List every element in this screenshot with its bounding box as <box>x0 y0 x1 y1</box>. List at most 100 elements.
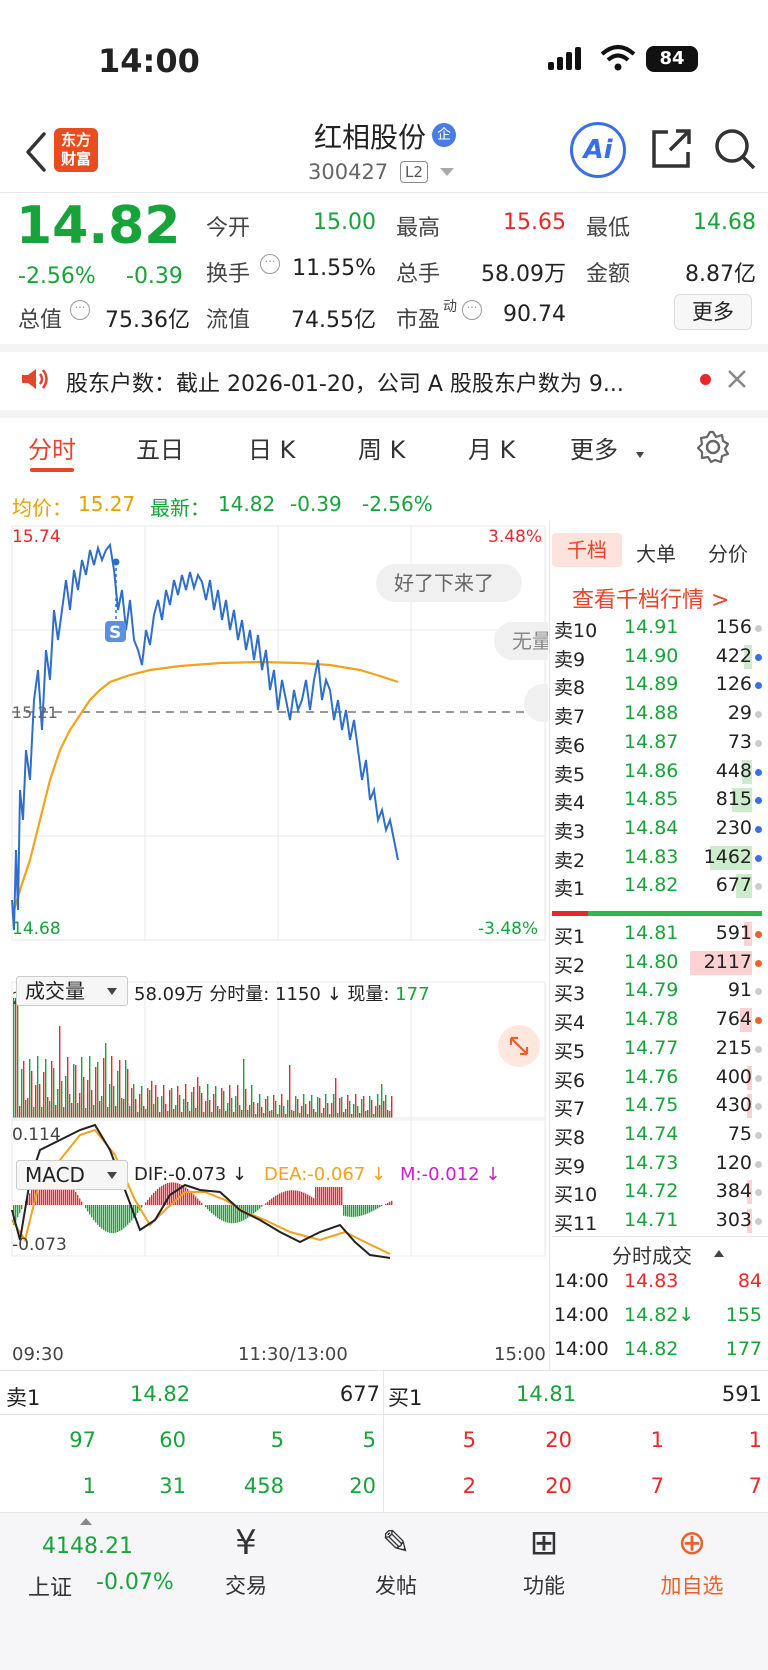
bid-row[interactable]: 买11 14.71 303 <box>552 1207 762 1235</box>
volume-selector[interactable]: 成交量 <box>16 976 128 1006</box>
macd-bar <box>15 1205 17 1222</box>
bid-row[interactable]: 买10 14.72 384 <box>552 1178 762 1206</box>
dropdown-caret-icon[interactable] <box>440 168 454 176</box>
trades-title[interactable]: 分时成交 <box>612 1244 692 1268</box>
bid-row[interactable]: 买7 14.75 430 <box>552 1092 762 1120</box>
index-name[interactable]: 上证 <box>28 1576 73 1601</box>
ask-row[interactable]: 卖3 14.84 230 <box>552 815 762 843</box>
macd-bar <box>247 1205 249 1218</box>
bid-row[interactable]: 买6 14.76 400 <box>552 1064 762 1092</box>
nav-edit[interactable]: ✎ 发帖 <box>346 1520 446 1600</box>
view-thousand-levels-link[interactable]: 查看千档行情 > <box>572 588 730 613</box>
ask-row[interactable]: 卖9 14.90 422 <box>552 643 762 671</box>
s-marker-box[interactable] <box>105 621 126 642</box>
level-dot <box>755 1045 762 1053</box>
tab-thousand-levels[interactable]: 千档 <box>552 533 622 567</box>
ask-row[interactable]: 卖8 14.89 126 <box>552 671 762 699</box>
macd-selector[interactable]: MACD <box>16 1160 128 1190</box>
tab-weekly-k[interactable]: 周 K <box>358 436 406 464</box>
ask-row[interactable]: 卖6 14.87 73 <box>552 729 762 757</box>
volume-bar <box>73 1064 75 1118</box>
comment-bubble-3[interactable] <box>524 684 548 722</box>
tab-5day[interactable]: 五日 <box>136 436 184 464</box>
volume-bar <box>211 1112 213 1118</box>
tab-daily-k[interactable]: 日 K <box>248 436 296 464</box>
ask-row[interactable]: 卖7 14.88 29 <box>552 700 762 728</box>
nav-plus-circle[interactable]: ⊕ 加自选 <box>642 1520 742 1600</box>
bid-row[interactable]: 买1 14.81 591 <box>552 920 762 948</box>
avg-price-line <box>12 660 399 911</box>
macd-bar <box>137 1205 139 1213</box>
comment-bubble-1[interactable] <box>376 564 522 602</box>
level2-badge[interactable]: L2 <box>400 161 428 183</box>
comment-bubble-2[interactable] <box>494 622 548 660</box>
bid-row[interactable]: 买4 14.78 764 <box>552 1006 762 1034</box>
more-fields-button[interactable]: 更多 <box>674 294 752 330</box>
trade-row[interactable]: 14:00 14.83 84 <box>552 1270 762 1302</box>
index-value[interactable]: 4148.21 <box>42 1534 133 1559</box>
info-icon[interactable]: ··· <box>260 254 280 274</box>
ask-row[interactable]: 卖2 14.83 1462 <box>552 844 762 872</box>
ask-row[interactable]: 卖1 14.82 677 <box>552 872 762 900</box>
tab-more[interactable]: 更多 <box>570 436 618 464</box>
volume-bar <box>245 1089 247 1118</box>
volume-bar <box>63 1107 65 1118</box>
close-icon[interactable] <box>726 368 748 390</box>
index-pct[interactable]: -0.07% <box>96 1570 174 1595</box>
tab-large-orders[interactable]: 大单 <box>636 542 676 566</box>
nav-label: 发帖 <box>375 1574 417 1598</box>
info-icon[interactable]: ··· <box>462 300 482 320</box>
macd-bar <box>283 1191 285 1205</box>
level-dot <box>755 1131 762 1139</box>
notice-text[interactable]: 股东户数：截止 2026-01-20，公司 A 股股东户数为 9... <box>66 372 624 397</box>
volume-bar <box>197 1077 199 1118</box>
macd-bar <box>29 1193 31 1205</box>
macd-bar <box>249 1205 251 1217</box>
ask-row[interactable]: 卖4 14.85 815 <box>552 786 762 814</box>
macd-bar <box>235 1205 237 1224</box>
gear-icon[interactable] <box>696 430 730 464</box>
trade-row[interactable]: 14:00 14.82 177 <box>552 1338 762 1370</box>
volume-bar <box>375 1106 377 1118</box>
bid-row[interactable]: 买3 14.79 91 <box>552 977 762 1005</box>
macd-bar <box>189 1190 191 1205</box>
share-icon[interactable] <box>648 126 694 172</box>
search-icon[interactable] <box>712 126 758 172</box>
bid-row[interactable]: 买5 14.77 215 <box>552 1035 762 1063</box>
level-price: 14.88 <box>624 702 679 725</box>
level-volume-bar <box>747 1094 752 1119</box>
buy-queue-cell: 1 <box>650 1428 664 1452</box>
expand-icon[interactable] <box>498 1025 540 1067</box>
level-label: 卖9 <box>554 648 586 671</box>
nav-yen-exchange[interactable]: ¥ 交易 <box>196 1520 296 1600</box>
bid-row[interactable]: 买2 14.80 2117 <box>552 949 762 977</box>
macd-bar <box>335 1187 337 1205</box>
macd-bar <box>121 1205 123 1230</box>
volume-bar <box>37 1056 39 1118</box>
macd-bar <box>69 1183 71 1205</box>
macd-bar <box>327 1187 329 1205</box>
nav-label: 交易 <box>225 1574 267 1598</box>
ask-row[interactable]: 卖10 14.91 156 <box>552 614 762 642</box>
back-button[interactable] <box>18 128 58 176</box>
macd-bar <box>127 1205 129 1225</box>
macd-bar <box>153 1192 155 1205</box>
bid-row[interactable]: 买9 14.73 120 <box>552 1150 762 1178</box>
info-icon[interactable]: ··· <box>70 300 90 320</box>
macd-bar <box>259 1205 261 1209</box>
tab-price-distribution[interactable]: 分价 <box>708 542 748 566</box>
intraday-chart[interactable]: S 15.74 14.68 3.48% -3.48% 15.21 好了下来了 无… <box>0 520 548 1272</box>
high-value: 15.65 <box>503 210 566 235</box>
bid-row[interactable]: 买8 14.74 75 <box>552 1121 762 1149</box>
nav-grid[interactable]: ⊞ 功能 <box>494 1520 594 1600</box>
ask-row[interactable]: 卖5 14.86 448 <box>552 758 762 786</box>
tab-intraday[interactable]: 分时 <box>28 436 76 464</box>
tab-monthly-k[interactable]: 月 K <box>468 436 516 464</box>
macd-bar <box>209 1205 211 1212</box>
level-dot <box>755 768 762 776</box>
volume-bar <box>241 1110 243 1118</box>
eastmoney-logo[interactable]: 东方 财富 <box>54 128 98 172</box>
volume-bar <box>153 1104 155 1118</box>
trade-row[interactable]: 14:00 14.82↓ 155 <box>552 1304 762 1336</box>
ai-button[interactable]: Ai <box>570 122 626 178</box>
